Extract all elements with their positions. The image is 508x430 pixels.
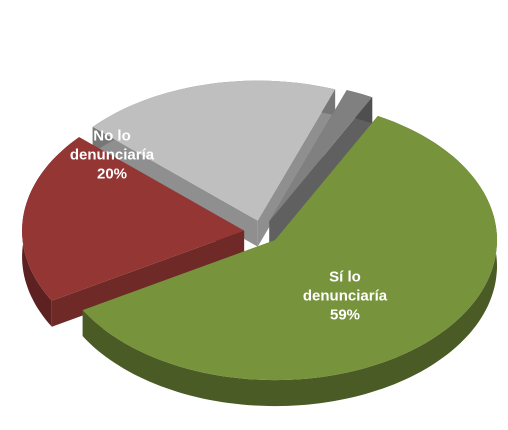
- category-label: Sí lo denunciaría: [302, 268, 388, 305]
- slice-label: No sabe 19%: [218, 47, 328, 85]
- slice: [22, 137, 245, 301]
- category-label: No sabe: [243, 48, 303, 65]
- slice-label: Sí lo denunciaría 59%: [290, 268, 400, 325]
- slice-label: No lo denunciaría 20%: [57, 127, 167, 184]
- slice: [82, 116, 497, 381]
- slice: [92, 80, 336, 221]
- value-label: 20%: [96, 165, 128, 183]
- category-label: No lo denunciaría: [69, 127, 155, 164]
- slice-label: No contesta 2%: [350, 66, 450, 104]
- slice-cut-wall: [269, 97, 373, 248]
- value-label: 59%: [329, 306, 361, 324]
- slice: [269, 90, 373, 222]
- category-label: No contesta: [357, 67, 443, 84]
- value-label: 2%: [389, 86, 411, 103]
- slice-cut-wall: [51, 230, 245, 327]
- slice-cut-wall: [257, 89, 336, 247]
- value-label: 19%: [257, 67, 289, 84]
